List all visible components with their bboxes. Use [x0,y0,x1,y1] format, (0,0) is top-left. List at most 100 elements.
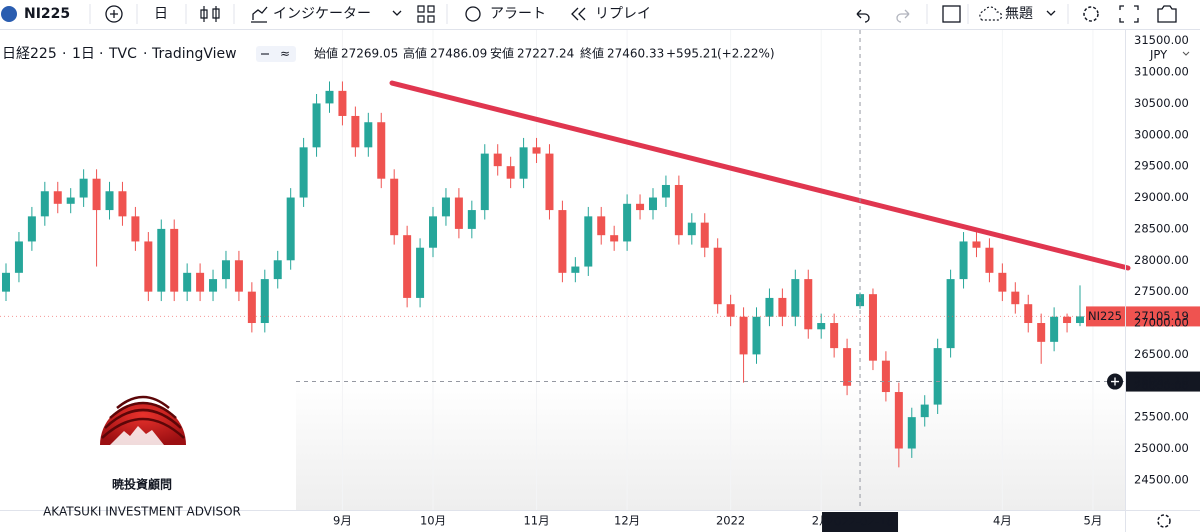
legend: 日経225 · 1日 · TVC · TradingView ≈ 始値 2726… [2,46,775,62]
candle-body [351,115,360,148]
change: +595.21 [666,47,718,61]
candle-body [429,216,438,248]
candle-body [144,241,153,292]
logo-waves [101,395,185,439]
indicators-button[interactable]: インジケーター [273,6,371,22]
symbol[interactable]: NI225 [24,6,70,22]
crosshair-date: 2022-02-16 [827,515,894,529]
candle-body [53,191,62,204]
alert-button[interactable]: アラート [490,6,546,22]
candle-body [1024,304,1033,324]
axes: JPY 24500.00 25000.00 25500.00 26000.00 2650… [333,33,1190,528]
x-tick-label: 2022 [716,514,745,528]
chart-style-button[interactable] [200,6,220,22]
candle-body [933,348,942,405]
candle-body [571,266,580,273]
symbol-icon[interactable] [1,6,17,22]
separator: · [99,46,103,62]
candle-body [674,184,683,236]
axis-settings-button[interactable] [1157,514,1171,528]
candle-body [804,279,813,330]
candle-body [894,392,903,449]
add-symbol-button[interactable] [105,5,123,23]
candle-body [27,216,36,242]
symbol-tag-box [1086,306,1125,327]
candle-body [1011,291,1020,305]
undo-button[interactable] [856,9,870,23]
candle-body [726,304,735,317]
redo-button[interactable] [896,9,910,23]
candle-body [765,297,774,317]
trend-line[interactable] [389,80,1131,271]
candle-body [118,191,127,217]
dropdown-icon[interactable] [1046,10,1056,16]
instrument-name: 日経225 [2,46,57,62]
candle-body [364,122,373,148]
interval-button[interactable]: 日 [154,6,168,22]
candle-body [985,247,994,273]
instrument-source: TVC [108,46,137,62]
x-tick-label: 2月 [812,514,831,528]
x-tick-label: 12月 [614,514,640,528]
currency: JPY [1149,48,1168,62]
candle-body [377,122,386,179]
y-tick-label: 29000.00 [1134,190,1189,204]
candle-body [1076,316,1084,324]
legend-toggle[interactable] [256,46,296,62]
candle-body [493,153,502,167]
close-label: 終値 [580,46,604,61]
candle-body [817,323,826,330]
y-tick-label: 30500.00 [1134,96,1189,110]
candle-body [506,166,515,179]
candle-body [868,294,877,361]
y-tick-label: 30000.00 [1134,127,1189,141]
logo: 暁投資顧問 AKATSUKI INVESTMENT ADVISOR [43,395,241,519]
fullscreen-area-button[interactable] [942,5,961,23]
cloud-icon[interactable] [979,6,1003,21]
candle-body [623,203,632,242]
candle-body [196,272,205,292]
candle-body [519,147,528,179]
snapshot-button[interactable] [1157,5,1177,23]
candle-body [778,297,787,317]
dropdown-icon[interactable] [392,10,402,16]
candle-body [972,241,981,248]
candle-body [286,197,295,261]
candle-body [338,90,347,116]
high-label: 高値 [403,46,427,61]
fullscreen-button[interactable] [1119,5,1139,23]
y-tick-label: 26000.00 [1134,378,1189,392]
replay-icon[interactable] [571,7,586,21]
candle-body [752,316,761,355]
layout-button[interactable] [417,5,435,23]
alert-icon[interactable] [465,6,481,22]
candle-body [636,203,645,211]
open-value: 27269.05 [341,47,398,61]
crosshair-date-box [822,512,899,532]
layout-name[interactable]: 無題 [1005,6,1033,22]
change-percent: (+2.22%) [717,47,775,61]
replay-button[interactable]: リプレイ [595,6,651,22]
candle-body [66,197,75,204]
icon [105,5,123,23]
candle-body [584,216,593,267]
close-value: 27460.33 [607,47,664,61]
candle-body [648,197,657,211]
x-tick-label: 9月 [333,514,352,528]
settings-button[interactable] [1083,6,1099,22]
last-price-box [1126,306,1200,327]
y-tick-label: 28000.00 [1134,253,1189,267]
candle-body [403,235,412,298]
icon [110,10,118,18]
symbol-tag: NI225 [1088,309,1122,323]
candle-body [830,323,839,349]
dropdown-icon[interactable] [1182,51,1190,56]
indicators-icon[interactable] [251,6,268,23]
candle-body [907,417,916,449]
candle-body [843,348,852,386]
logo-name: 暁投資顧問 [112,477,172,492]
candle-body [260,279,269,324]
logo-subtitle: AKATSUKI INVESTMENT ADVISOR [43,505,241,519]
low-label: 安値 [490,46,514,61]
y-tick-label: 25500.00 [1134,410,1189,424]
